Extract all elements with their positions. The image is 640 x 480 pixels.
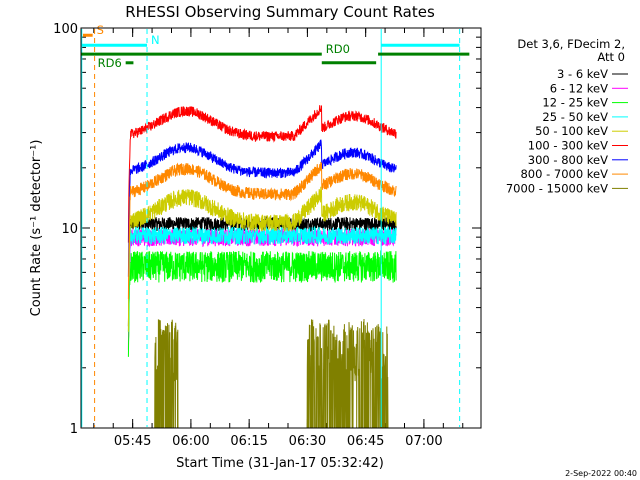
flag-label: S: [97, 23, 104, 37]
flag-bars: S N RD0 RD6: [81, 23, 470, 70]
x-tick-label: 05:45: [114, 434, 151, 449]
series-line-5: [127, 105, 397, 243]
x-axis-label: Start Time (31-Jan-17 05:32:42): [176, 456, 384, 471]
vertical-markers: [81, 29, 461, 427]
y-axis-label: Count Rate (s⁻¹ detector⁻¹): [29, 140, 44, 317]
x-tick-label: 07:00: [405, 434, 442, 449]
legend-entry-label: 800 - 7000 keV: [520, 167, 608, 181]
legend-entry-label: 50 - 100 keV: [535, 124, 608, 138]
series-line-2: [127, 250, 397, 357]
legend-header: Att 0: [597, 50, 625, 64]
x-tick-label: 06:15: [230, 434, 267, 449]
series-line-4: [127, 186, 397, 332]
legend-entry-label: 3 - 6 keV: [557, 67, 608, 81]
plot-frame: [80, 27, 482, 429]
x-tick-label: 06:45: [347, 434, 384, 449]
legend-entry-label: 7000 - 15000 keV: [506, 181, 608, 195]
series-line-3: [127, 225, 397, 332]
y-tick-label: 1: [70, 422, 78, 437]
chart-title: RHESSI Observing Summary Count Rates: [125, 3, 435, 21]
series-line-6: [127, 139, 397, 277]
y-tick-label: 100: [53, 22, 78, 37]
legend-entry-label: 6 - 12 keV: [550, 81, 608, 95]
legend-entry-label: 12 - 25 keV: [542, 96, 608, 110]
x-ticks: 05:45 06:00 06:15 06:30 06:45 07:00: [93, 28, 464, 449]
x-tick-label: 06:30: [289, 434, 326, 449]
legend-entry-label: 300 - 800 keV: [528, 153, 608, 167]
legend-header: Det 3,6, FDecim 2,: [517, 37, 625, 51]
flag-label: RD6: [98, 56, 122, 70]
y-tick-label: 10: [61, 222, 78, 237]
footer-timestamp: 2-Sep-2022 00:40: [565, 469, 637, 478]
legend-entry-label: 100 - 300 keV: [528, 139, 608, 153]
flag-label: RD0: [326, 42, 350, 56]
x-tick-label: 06:00: [172, 434, 209, 449]
legend-entry-label: 25 - 50 keV: [542, 110, 608, 124]
series-line-7: [127, 161, 397, 300]
flag-label: N: [151, 33, 160, 47]
